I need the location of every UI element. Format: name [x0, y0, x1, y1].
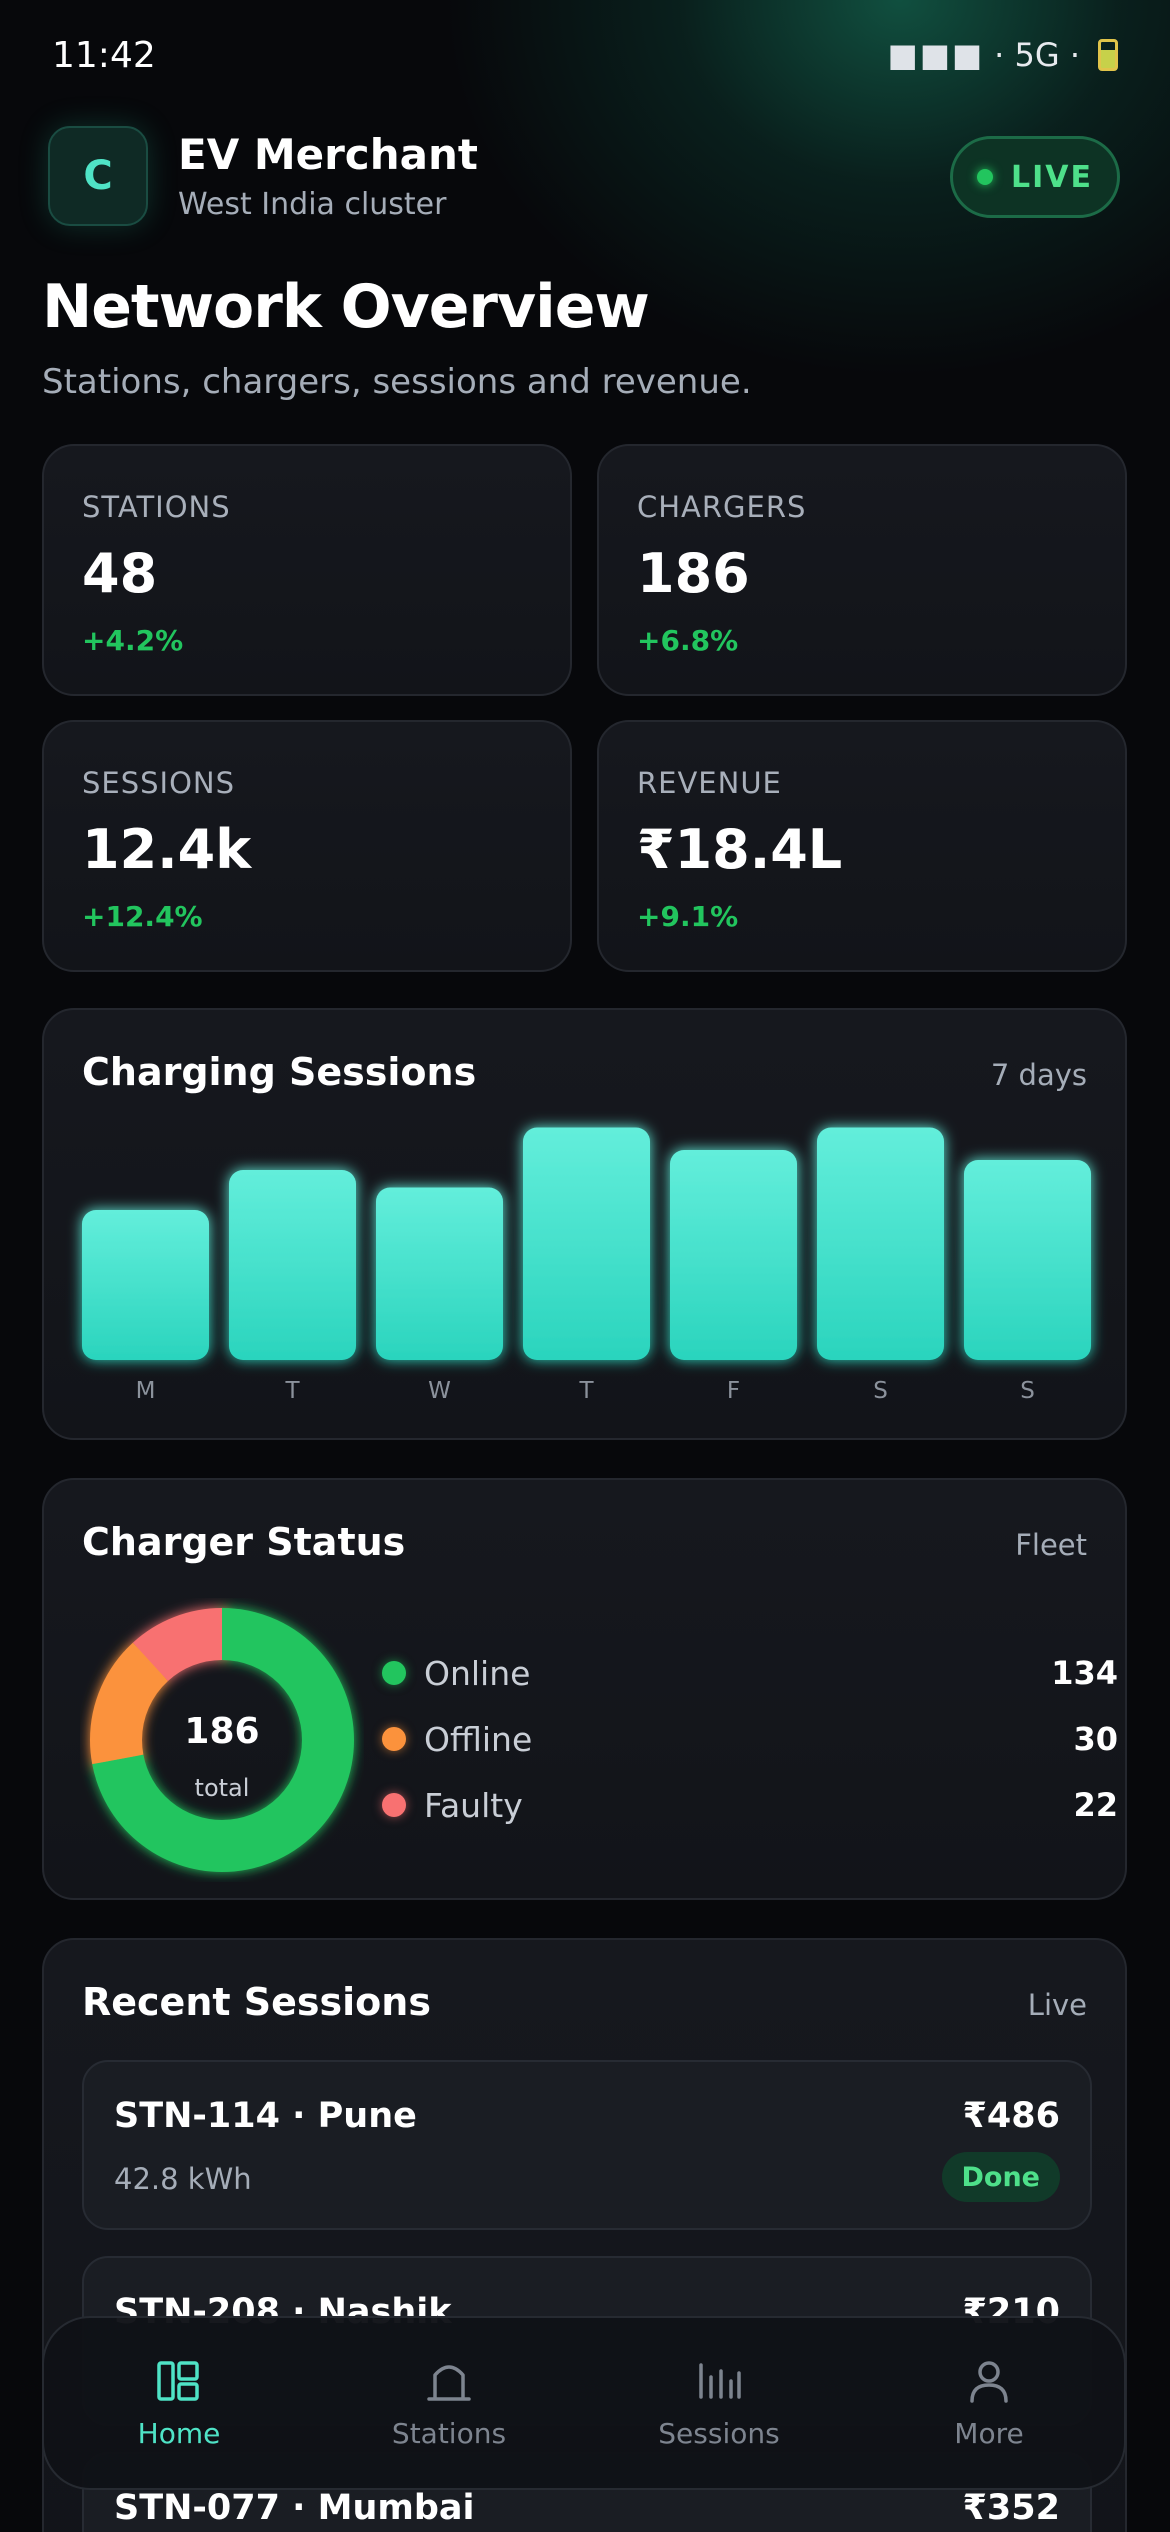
stat-change: +6.8% [637, 624, 739, 657]
chart-title: Charging Sessions [82, 1050, 477, 1094]
tab-more[interactable]: More [879, 2357, 1099, 2450]
battery-icon [1098, 39, 1118, 71]
stat-card-chargers[interactable]: CHARGERS 186 +6.8% [597, 444, 1127, 696]
donut-total-label: total [195, 1774, 250, 1802]
stat-label: SESSIONS [82, 766, 236, 800]
charger-status-scope[interactable]: Fleet [1015, 1528, 1087, 1562]
stat-value: 12.4k [82, 818, 252, 881]
legend-item-faulty: Faulty 22 [382, 1772, 1118, 1838]
sessions-icon [699, 2362, 741, 2399]
stat-change: +4.2% [82, 624, 184, 657]
home-icon [157, 2360, 199, 2401]
merchant-header[interactable]: C EV Merchant West India cluster [48, 126, 478, 226]
status-indicators: ■■■ · 5G · [887, 36, 1118, 74]
x-tick-label: S [873, 1378, 888, 1404]
stat-card-sessions[interactable]: SESSIONS 12.4k +12.4% [42, 720, 572, 972]
chart-range-selector[interactable]: 7 days [990, 1058, 1087, 1092]
legend-label: Offline [424, 1719, 533, 1759]
donut-segment-offline [90, 1608, 354, 1872]
charger-status-legend: Online 134 Offline 30 Faulty 22 [382, 1640, 1118, 1838]
session-station: STN-114 · Pune [114, 2096, 417, 2136]
bar-5[interactable] [817, 1127, 944, 1361]
legend-label: Online [424, 1653, 531, 1693]
charging-sessions-card: Charging Sessions 7 days M T W T F S S [42, 1008, 1127, 1440]
tab-label: More [954, 2416, 1024, 2450]
stat-value: 48 [82, 542, 158, 605]
bottom-tab-bar: Home Stations Sessions More [42, 2316, 1126, 2490]
bar-6[interactable] [964, 1160, 1091, 1360]
network-label: · 5G · [994, 36, 1080, 74]
live-status-badge[interactable]: LIVE [950, 136, 1120, 218]
charger-status-title: Charger Status [82, 1520, 406, 1564]
donut-segment-faulty [90, 1608, 354, 1872]
x-tick-label: W [428, 1378, 451, 1404]
legend-label: Faulty [424, 1785, 523, 1825]
bar-4[interactable] [670, 1150, 797, 1360]
merchant-region: West India cluster [178, 186, 447, 222]
bar-1[interactable] [229, 1170, 356, 1360]
session-list-item[interactable]: STN-114 · Pune 42.8 kWh ₹486 Done [82, 2060, 1092, 2230]
session-status-badge: Done [941, 2152, 1060, 2202]
status-time: 11:42 [52, 34, 156, 76]
merchant-avatar[interactable]: C [48, 126, 148, 226]
legend-item-online: Online 134 [382, 1640, 1118, 1706]
tab-label: Sessions [658, 2416, 780, 2450]
charger-status-card: Charger Status Fleet 186 total Online 13… [42, 1478, 1127, 1900]
tab-home[interactable]: Home [69, 2357, 289, 2450]
recent-sessions-live-label: Live [1027, 1988, 1087, 2022]
online-dot-icon [382, 1661, 406, 1685]
session-amount: ₹486 [962, 2096, 1060, 2136]
offline-dot-icon [382, 1727, 406, 1751]
bar-0[interactable] [82, 1210, 209, 1360]
merchant-name: EV Merchant [178, 130, 478, 180]
stat-card-revenue[interactable]: REVENUE ₹18.4L +9.1% [597, 720, 1127, 972]
legend-value: 134 [1051, 1654, 1118, 1692]
legend-value: 30 [1073, 1720, 1118, 1758]
tab-stations[interactable]: Stations [339, 2357, 559, 2450]
person-icon [970, 2360, 1008, 2403]
stat-label: STATIONS [82, 490, 231, 524]
x-tick-label: F [727, 1378, 740, 1404]
x-tick-label: T [284, 1378, 300, 1404]
signal-icon: ■■■ [887, 36, 985, 74]
stat-change: +12.4% [82, 900, 203, 933]
stations-icon [427, 2364, 471, 2401]
session-energy: 42.8 kWh [114, 2162, 252, 2196]
tab-label: Home [137, 2416, 221, 2450]
status-bar: 11:42 ■■■ · 5G · [0, 0, 1170, 110]
x-tick-label: T [578, 1378, 594, 1404]
stat-card-stations[interactable]: STATIONS 48 +4.2% [42, 444, 572, 696]
x-tick-label: S [1020, 1378, 1035, 1404]
legend-item-offline: Offline 30 [382, 1706, 1118, 1772]
bar-2[interactable] [376, 1187, 503, 1361]
tab-label: Stations [391, 2416, 507, 2450]
charger-status-donut: 186 total [90, 1608, 354, 1872]
page-subtitle: Stations, chargers, sessions and revenue… [42, 362, 752, 402]
page-title: Network Overview [42, 272, 650, 342]
tab-sessions[interactable]: Sessions [609, 2357, 829, 2450]
live-label: LIVE [1011, 159, 1093, 195]
stat-label: CHARGERS [637, 490, 807, 524]
stat-value: ₹18.4L [637, 818, 843, 881]
stat-label: REVENUE [637, 766, 782, 800]
stat-change: +9.1% [637, 900, 739, 933]
live-dot-icon [977, 169, 993, 185]
stat-value: 186 [637, 542, 750, 605]
recent-sessions-title: Recent Sessions [82, 1980, 431, 2024]
legend-value: 22 [1073, 1786, 1118, 1824]
bar-3[interactable] [523, 1127, 650, 1361]
session-amount: ₹352 [962, 2488, 1060, 2528]
faulty-dot-icon [382, 1793, 406, 1817]
session-station: STN-077 · Mumbai [114, 2488, 475, 2528]
x-tick-label: M [136, 1378, 156, 1404]
donut-total-value: 186 [184, 1711, 259, 1752]
